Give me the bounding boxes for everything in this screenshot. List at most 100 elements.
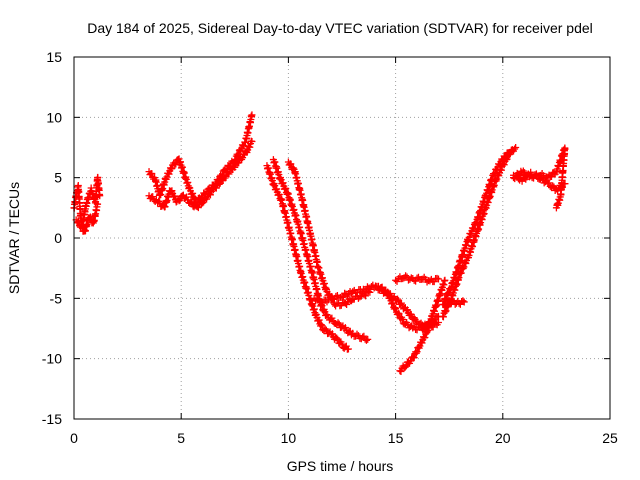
data-point xyxy=(236,146,244,154)
data-point xyxy=(459,297,467,305)
series-track-n xyxy=(441,297,468,310)
data-point xyxy=(275,191,283,199)
data-point xyxy=(94,200,102,208)
y-axis-label: SDTVAR / TECUs xyxy=(6,182,22,294)
data-point xyxy=(353,289,361,297)
grid-layer xyxy=(74,57,610,419)
data-point xyxy=(449,297,457,305)
data-point xyxy=(513,172,521,180)
data-point xyxy=(187,198,195,206)
series-track-b xyxy=(72,200,102,235)
data-point xyxy=(439,313,447,321)
data-point xyxy=(242,147,250,155)
series-track-l xyxy=(439,144,520,321)
data-point xyxy=(441,276,449,284)
data-point xyxy=(314,294,322,302)
data-point xyxy=(328,330,336,338)
series-track-f xyxy=(269,156,372,344)
plot-frame xyxy=(73,56,611,420)
series-track-e xyxy=(263,162,352,353)
data-point xyxy=(552,204,560,212)
data-point xyxy=(333,334,341,342)
data-point xyxy=(246,143,254,151)
data-point xyxy=(96,192,104,200)
data-point xyxy=(344,345,352,353)
chart-title: Day 184 of 2025, Sidereal Day-to-day VTE… xyxy=(87,20,593,36)
data-point xyxy=(215,180,223,188)
series-track-k xyxy=(392,272,442,286)
y-tick-label: 15 xyxy=(46,49,62,65)
data-point xyxy=(172,160,180,168)
data-point xyxy=(410,354,418,362)
x-tick-label: 5 xyxy=(177,430,185,446)
data-point xyxy=(353,330,361,338)
data-point xyxy=(176,196,184,204)
data-point xyxy=(518,177,526,185)
x-tick-label: 10 xyxy=(281,430,297,446)
data-point xyxy=(434,275,442,283)
data-point xyxy=(391,304,399,312)
data-point xyxy=(282,185,290,193)
data-point xyxy=(561,180,569,188)
data-point xyxy=(394,295,402,303)
data-point xyxy=(460,298,468,306)
data-point xyxy=(460,263,468,271)
data-point xyxy=(392,305,400,313)
x-tick-label: 0 xyxy=(70,430,78,446)
data-point xyxy=(269,181,277,189)
series-track-d xyxy=(145,137,256,212)
data-point xyxy=(321,325,329,333)
data-point xyxy=(194,204,202,212)
data-point xyxy=(441,308,449,316)
data-point xyxy=(362,336,370,344)
data-point xyxy=(421,333,429,341)
data-point xyxy=(86,214,94,222)
y-tick-label: -5 xyxy=(50,290,63,306)
data-point xyxy=(289,164,297,172)
data-point xyxy=(276,175,284,183)
data-point xyxy=(414,343,422,351)
x-tick-label: 15 xyxy=(388,430,404,446)
data-point xyxy=(412,349,420,357)
series-track-c xyxy=(145,111,256,207)
data-point xyxy=(165,170,173,178)
data-point xyxy=(231,163,239,171)
data-point xyxy=(360,332,368,340)
y-tick-label: 5 xyxy=(54,170,62,186)
data-point xyxy=(488,175,496,183)
data-point xyxy=(338,293,346,301)
data-point xyxy=(507,147,515,155)
x-tick-label: 25 xyxy=(602,430,618,446)
data-point xyxy=(549,182,557,190)
data-point xyxy=(334,319,342,327)
x-tick-label: 20 xyxy=(495,430,511,446)
data-point xyxy=(319,307,327,315)
data-point xyxy=(75,218,83,226)
data-point xyxy=(403,306,411,314)
data-point xyxy=(519,167,527,175)
data-point xyxy=(496,161,504,169)
y-tick-label: 10 xyxy=(46,109,62,125)
data-point xyxy=(248,137,256,145)
data-point xyxy=(317,321,325,329)
data-point xyxy=(328,314,336,322)
series-track-a xyxy=(70,173,104,232)
series-track-j xyxy=(396,276,449,376)
data-point xyxy=(148,170,156,178)
data-point xyxy=(470,224,478,232)
data-point xyxy=(398,315,406,323)
data-point xyxy=(512,144,520,151)
data-point xyxy=(364,335,372,343)
data-point xyxy=(273,185,281,193)
data-point xyxy=(467,230,475,238)
data-point xyxy=(434,318,442,326)
data-point xyxy=(189,189,197,197)
data-point xyxy=(495,172,503,180)
data-point xyxy=(315,316,323,324)
data-point xyxy=(212,184,220,192)
data-point xyxy=(287,160,295,168)
data-point xyxy=(167,188,175,196)
data-point xyxy=(493,166,501,174)
data-point xyxy=(532,171,540,179)
